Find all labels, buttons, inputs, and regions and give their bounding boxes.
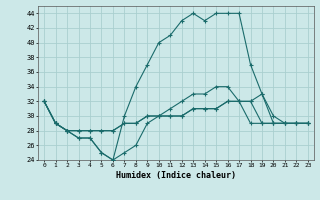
X-axis label: Humidex (Indice chaleur): Humidex (Indice chaleur) bbox=[116, 171, 236, 180]
